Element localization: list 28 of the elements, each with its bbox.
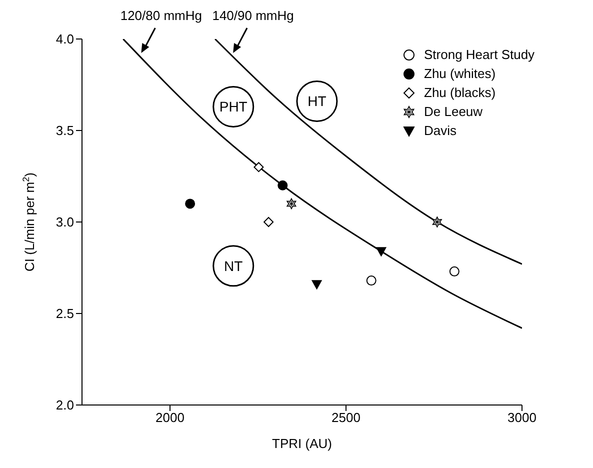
point bbox=[286, 198, 296, 210]
x-tick-label: 2000 bbox=[156, 410, 184, 426]
annotation: HT bbox=[308, 93, 327, 110]
legend-label: Strong Heart Study bbox=[424, 46, 535, 64]
x-tick-label: 2500 bbox=[332, 410, 360, 426]
point bbox=[449, 266, 460, 276]
annotation: NT bbox=[224, 258, 244, 274]
point bbox=[312, 280, 322, 290]
point bbox=[254, 162, 264, 172]
point bbox=[366, 276, 376, 286]
legend-label: Zhu (blacks) bbox=[424, 84, 496, 102]
y-tick-label: 2.0 bbox=[56, 398, 74, 413]
series-label: 120/80 mmHg bbox=[120, 8, 202, 23]
legend-label: Davis bbox=[424, 122, 457, 140]
x-tick-label: 3000 bbox=[508, 410, 536, 426]
y-tick-label: 2.5 bbox=[56, 306, 74, 322]
annotation: PHT bbox=[219, 98, 248, 115]
series-label: 140/90 mmHg bbox=[212, 8, 294, 23]
y-tick-label: 3.0 bbox=[56, 214, 74, 230]
point bbox=[278, 180, 288, 190]
point bbox=[185, 198, 196, 209]
x-axis-title: TPRI (AU) bbox=[272, 436, 332, 451]
point bbox=[264, 217, 274, 227]
point bbox=[376, 247, 386, 256]
legend-label: De Leeuw bbox=[424, 103, 483, 121]
legend-label: Zhu (whites) bbox=[424, 65, 496, 83]
y-tick-label: 4.0 bbox=[56, 32, 74, 47]
y-tick-label: 3.5 bbox=[56, 123, 74, 138]
